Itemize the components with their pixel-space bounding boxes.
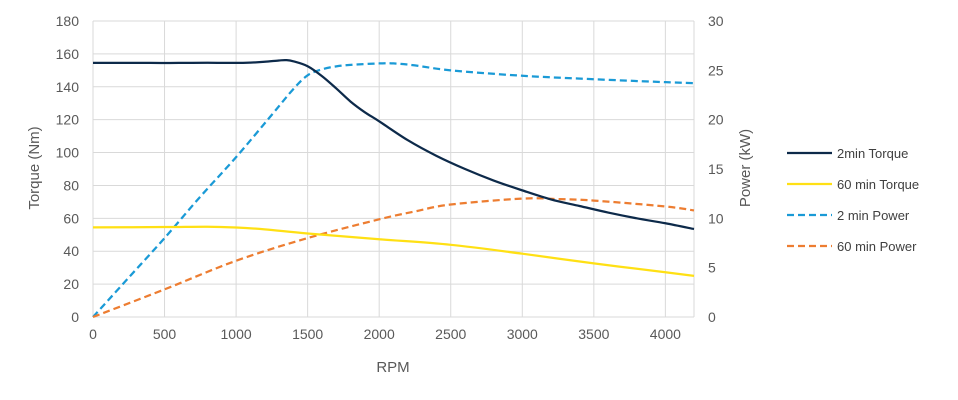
y-axis-ticks: 0 20 40 60 80 100 120 140 160 180	[56, 13, 80, 325]
y-tick-label: 20	[63, 276, 79, 292]
y-axis-title: Torque (Nm)	[26, 126, 43, 209]
x-tick-label: 3500	[578, 326, 609, 342]
y-tick-label: 0	[71, 309, 79, 325]
y-tick-label: 160	[56, 46, 80, 62]
series-line-60-min-torque	[92, 225, 695, 278]
y2-tick-label: 25	[708, 62, 724, 78]
series-layer	[92, 58, 695, 319]
y2-axis-ticks: 0 5 10 15 20 25 30	[708, 13, 724, 325]
series-line-60-min-power	[92, 197, 695, 319]
legend-label-2min-torque: 2min Torque	[837, 146, 908, 161]
x-axis-ticks: 0 500 1000 1500 2000 2500 3000 3500 4000	[89, 326, 681, 342]
x-axis-title: RPM	[376, 359, 409, 376]
y-tick-label: 100	[56, 145, 80, 161]
x-tick-label: 4000	[650, 326, 681, 342]
y2-tick-label: 10	[708, 210, 724, 226]
legend-label-60-min-power: 60 min Power	[837, 239, 917, 254]
legend-label-2-min-power: 2 min Power	[837, 208, 910, 223]
legend: 2min Torque 60 min Torque 2 min Power 60 mi…	[787, 146, 919, 254]
series-line-2min-torque	[93, 58, 695, 231]
x-tick-label: 0	[89, 326, 97, 342]
grid	[92, 20, 695, 318]
x-tick-label: 3000	[507, 326, 538, 342]
y-tick-label: 140	[56, 79, 80, 95]
y2-tick-label: 15	[708, 161, 724, 177]
x-tick-label: 1500	[292, 326, 323, 342]
y2-tick-label: 30	[708, 13, 724, 29]
legend-label-60-min-torque: 60 min Torque	[837, 177, 919, 192]
y-tick-label: 120	[56, 112, 80, 128]
x-tick-label: 2000	[364, 326, 395, 342]
y2-tick-label: 5	[708, 260, 716, 276]
y-tick-label: 180	[56, 13, 80, 29]
y-tick-label: 40	[63, 243, 79, 259]
x-tick-label: 500	[153, 326, 177, 342]
y2-axis-title: Power (kW)	[737, 129, 754, 207]
series-line-2-min-power	[92, 62, 695, 318]
x-tick-label: 2500	[435, 326, 466, 342]
y2-tick-label: 0	[708, 309, 716, 325]
y-tick-label: 80	[63, 177, 79, 193]
y2-tick-label: 20	[708, 112, 724, 128]
y-tick-label: 60	[63, 210, 79, 226]
x-tick-label: 1000	[221, 326, 252, 342]
